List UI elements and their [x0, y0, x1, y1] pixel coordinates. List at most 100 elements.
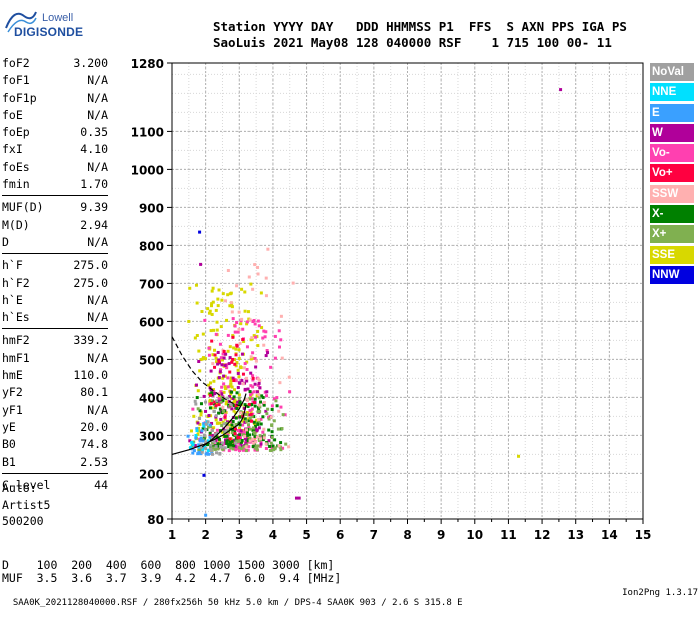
echo-point	[189, 429, 193, 433]
x-tick-label: 13	[567, 528, 584, 542]
param-value: N/A	[87, 107, 108, 122]
echo-point	[242, 366, 246, 370]
param-value: 9.39	[80, 200, 108, 215]
echo-point	[224, 410, 228, 414]
echo-point	[252, 390, 256, 394]
x-tick-label: 11	[500, 528, 517, 542]
echo-point	[209, 388, 213, 392]
echo-point	[210, 406, 214, 410]
echo-point	[208, 435, 212, 439]
echo-point	[210, 421, 214, 425]
echo-point	[245, 320, 249, 324]
echo-point	[235, 439, 239, 443]
echo-point	[237, 396, 241, 400]
echo-point	[214, 404, 218, 408]
echo-point	[294, 496, 298, 500]
echo-point	[211, 300, 215, 304]
param-name: yF2	[2, 385, 23, 400]
echo-point	[208, 402, 212, 406]
echo-point	[210, 312, 214, 316]
software-version: Ion2Png 1.3.17	[622, 588, 698, 598]
echo-point	[247, 417, 251, 421]
echo-point	[235, 284, 239, 288]
echo-point	[243, 309, 247, 313]
echo-point	[232, 444, 236, 448]
echo-point	[225, 439, 229, 443]
echo-point	[238, 426, 242, 430]
param-value: 3.200	[73, 56, 108, 70]
echo-point	[241, 423, 245, 427]
echo-point	[269, 365, 273, 369]
echo-point	[199, 413, 203, 417]
echo-point	[238, 402, 242, 406]
echo-point	[251, 385, 255, 389]
echo-point	[283, 413, 287, 417]
param-row-group1-0: foF2 3.200	[2, 56, 108, 73]
echo-point	[233, 444, 237, 448]
echo-point	[204, 452, 208, 456]
param-value: N/A	[87, 234, 108, 249]
echo-point	[258, 378, 262, 382]
echo-point	[249, 395, 253, 399]
echo-point	[243, 420, 247, 424]
echo-point	[249, 419, 253, 423]
echo-point	[234, 403, 238, 407]
echo-point	[261, 336, 265, 340]
echo-point	[202, 356, 206, 360]
echo-point	[234, 379, 238, 383]
echo-point	[269, 415, 273, 419]
echo-point	[211, 353, 215, 357]
echo-point	[223, 417, 227, 421]
echo-point	[227, 362, 231, 366]
echo-point	[218, 421, 222, 425]
echo-point	[196, 407, 200, 411]
echo-point	[216, 297, 220, 301]
echo-point	[201, 448, 205, 452]
echo-point	[213, 433, 217, 437]
echo-point	[247, 423, 251, 427]
echo-point	[215, 428, 219, 432]
echo-point	[216, 350, 220, 354]
param-row-group2-2: D N/A	[2, 235, 108, 252]
echo-point	[235, 391, 239, 395]
echo-point	[252, 415, 256, 419]
param-row-group1-4: foEp 0.35	[2, 125, 108, 142]
legend-item-x-: X-	[650, 205, 694, 224]
echo-point	[252, 318, 256, 322]
distance-row: D 100 200 400 600 800 1000 1500 3000 [km…	[2, 558, 335, 572]
echo-point	[222, 349, 226, 353]
param-separator	[2, 328, 108, 333]
echo-point	[232, 430, 236, 434]
echo-point	[254, 335, 258, 339]
echo-point	[284, 442, 288, 446]
echo-point	[245, 376, 249, 380]
echo-point	[230, 407, 234, 411]
echo-point	[223, 385, 227, 389]
echo-point	[238, 381, 242, 385]
echo-point	[245, 360, 249, 364]
echo-point	[256, 319, 260, 323]
param-name: fxI	[2, 142, 23, 157]
x-tick-label: 4	[269, 528, 277, 542]
echo-point	[287, 375, 291, 379]
echo-point	[213, 400, 217, 404]
param-value: 2.94	[80, 217, 108, 232]
echo-point	[226, 376, 230, 380]
param-row-group1-1: foF1 N/A	[2, 73, 108, 90]
echo-point	[234, 416, 238, 420]
echo-point	[204, 447, 208, 451]
echo-point	[242, 340, 246, 344]
echo-point	[238, 341, 242, 345]
param-name: C-level	[2, 477, 51, 492]
param-value: 1.70	[80, 177, 108, 192]
echo-point	[251, 441, 255, 445]
echo-point	[200, 309, 204, 313]
echo-point	[265, 412, 269, 416]
polarization-legend: NoVal NNE E W Vo- Vo+ SSW X- X+ SSE NNW	[650, 63, 694, 286]
echo-point	[234, 427, 238, 431]
logo-line1: Lowell	[42, 12, 74, 24]
echo-point	[201, 437, 205, 441]
param-row-group4-7: B1 2.53	[2, 455, 108, 472]
echo-point	[206, 439, 210, 443]
echo-point	[198, 422, 202, 426]
